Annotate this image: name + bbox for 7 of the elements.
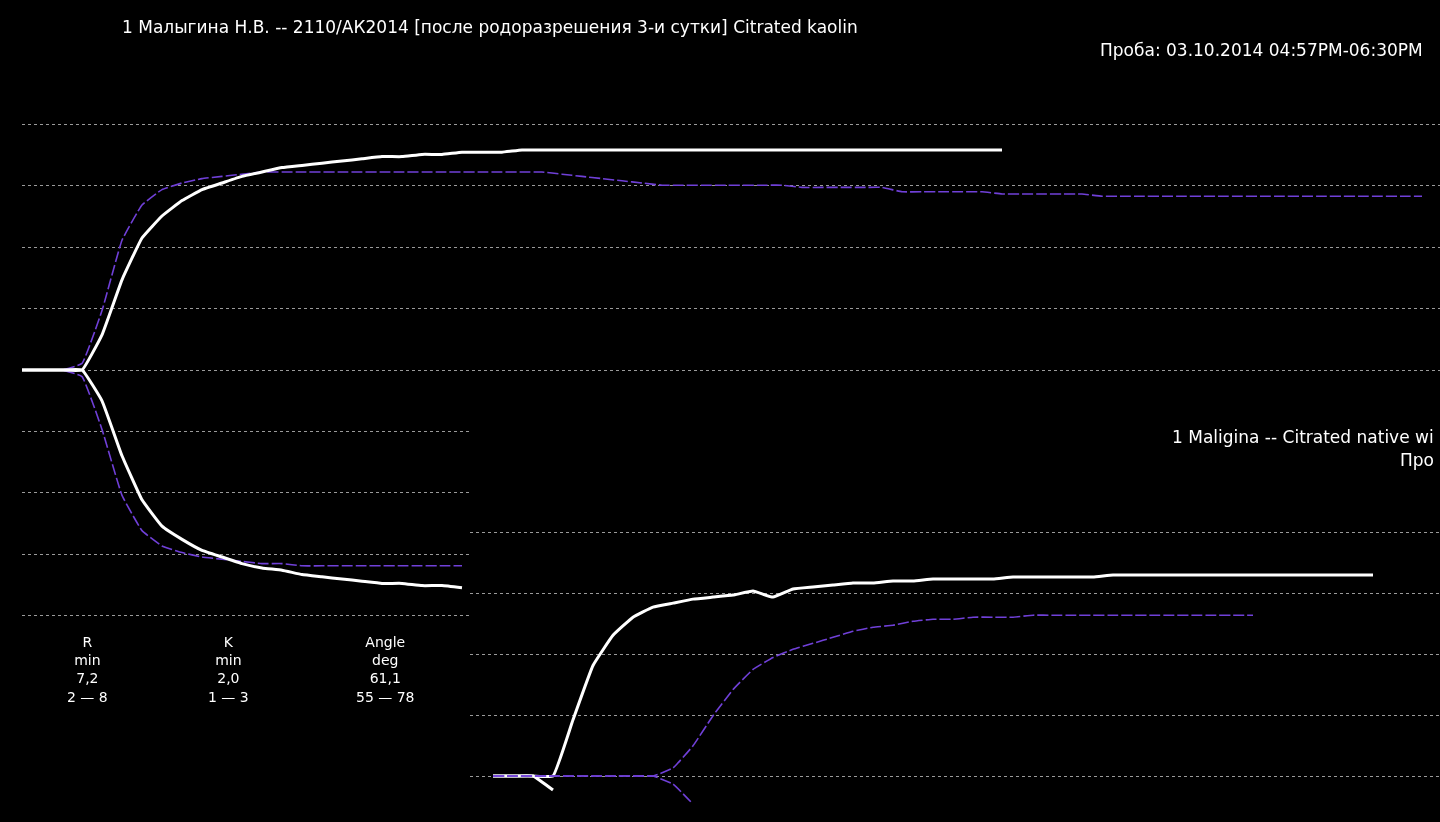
chart-subtitle: Про	[1400, 450, 1434, 470]
text: R min 7,2 2 — 8	[67, 634, 108, 705]
text: Angle deg 61,1 55 — 78	[356, 634, 415, 705]
chart-title: 1 Maligina -- Citrated native wi	[1172, 427, 1434, 447]
chart-title: 1 Малыгина Н.В. -- 2110/АК2014 [после родоразрешения 3-и сутки] Citrated kaolin	[122, 17, 858, 37]
chart-subtitle: Проба: 03.10.2014 04:57PM-06:30PM	[1100, 40, 1423, 60]
text: K min 2,0 1 — 3	[208, 634, 249, 705]
